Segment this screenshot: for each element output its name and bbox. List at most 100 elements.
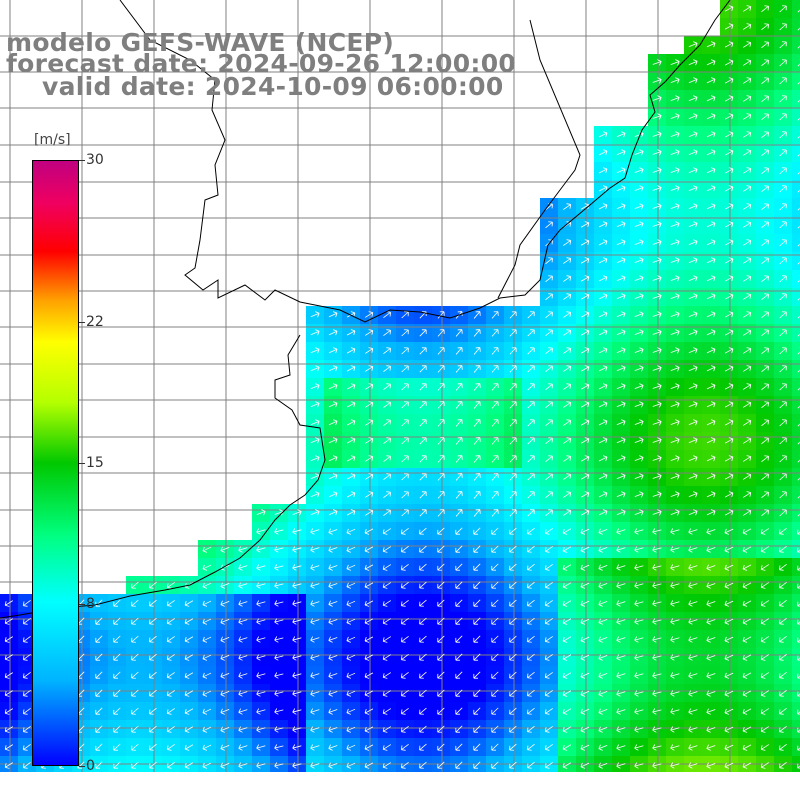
wind-arrow (670, 546, 680, 553)
wind-arrow (274, 654, 284, 661)
wind-arrow (491, 743, 499, 751)
wind-arrow (382, 726, 392, 733)
wind-arrow (598, 347, 608, 354)
wind-arrow (634, 311, 644, 318)
wind-arrow (491, 437, 499, 445)
wind-arrow (670, 654, 680, 661)
wind-arrow (346, 329, 356, 336)
wind-arrow (742, 546, 752, 553)
wind-arrow (742, 726, 752, 733)
wind-arrow (437, 419, 445, 427)
wind-arrow (184, 600, 194, 607)
wind-arrow (779, 635, 787, 643)
wind-arrow (743, 5, 752, 12)
wind-arrow (113, 599, 121, 607)
wind-arrow (761, 365, 769, 373)
wind-arrow (292, 636, 302, 643)
wind-arrow (670, 131, 680, 138)
colorbar-unit-label: [m/s] (34, 132, 71, 148)
wind-cell (792, 36, 800, 54)
wind-arrow (688, 600, 698, 607)
wind-arrow (328, 383, 338, 390)
wind-arrow (779, 77, 787, 85)
wind-arrow (149, 725, 157, 733)
wind-arrow (437, 761, 445, 769)
wind-arrow (544, 672, 553, 679)
wind-arrow (274, 744, 284, 751)
wind-arrow (598, 636, 608, 643)
wind-arrow (743, 329, 752, 336)
wind-arrow (779, 293, 787, 301)
wind-arrow (706, 600, 716, 607)
wind-arrow (761, 347, 769, 355)
wind-arrow (491, 473, 499, 481)
wind-arrow (761, 23, 769, 31)
wind-arrow (328, 636, 338, 643)
wind-arrow (670, 311, 680, 318)
wind-arrow (455, 545, 463, 553)
wind-arrow (491, 581, 499, 589)
wind-arrow (670, 239, 680, 246)
wind-arrow (724, 365, 734, 372)
wind-arrow (455, 563, 463, 571)
wind-arrow (761, 185, 769, 193)
wind-arrow (706, 473, 716, 480)
wind-arrow (400, 545, 409, 553)
wind-arrow (797, 437, 800, 445)
wind-arrow (743, 95, 752, 102)
wind-arrow (797, 347, 800, 355)
wind-arrow (527, 743, 535, 751)
wind-arrow (491, 527, 499, 535)
wind-arrow (491, 401, 499, 409)
wind-arrow (95, 689, 103, 697)
wind-arrow (688, 546, 698, 553)
wind-arrow (779, 185, 787, 193)
wind-arrow (706, 329, 716, 336)
wind-arrow (22, 762, 31, 769)
wind-arrow (509, 419, 517, 427)
wind-arrow (688, 311, 698, 318)
wind-arrow (202, 582, 212, 589)
wind-arrow (437, 509, 445, 517)
wind-arrow (706, 113, 716, 120)
wind-arrow (742, 744, 752, 751)
wind-arrow (634, 528, 644, 535)
wind-arrow (383, 365, 391, 373)
wind-arrow (95, 707, 103, 715)
wind-cell (792, 342, 800, 360)
wind-arrow (364, 744, 374, 751)
wind-arrow (509, 545, 517, 553)
wind-arrow (346, 726, 356, 733)
wind-arrow (688, 203, 698, 210)
wind-cell (792, 450, 800, 468)
wind-arrow (274, 618, 284, 625)
colorbar-tick-22: 22 (86, 313, 104, 330)
wind-arrow (706, 437, 716, 444)
wind-arrow (527, 689, 535, 697)
wind-arrow (779, 689, 787, 697)
wind-arrow (491, 311, 499, 319)
wind-arrow (580, 275, 590, 282)
wind-arrow (760, 600, 770, 607)
wind-arrow (616, 329, 626, 336)
wind-arrow (401, 509, 409, 517)
wind-arrow (202, 618, 212, 625)
wind-arrow (563, 383, 572, 390)
wind-arrow (419, 401, 427, 409)
wind-arrow (688, 528, 698, 535)
wind-arrow (760, 726, 770, 733)
wind-arrow (166, 726, 175, 733)
wind-arrow (166, 762, 175, 769)
wind-arrow (4, 744, 14, 751)
wind-arrow (634, 329, 644, 336)
wind-arrow (580, 708, 590, 715)
wind-arrow (779, 563, 787, 571)
wind-map (0, 0, 800, 772)
wind-arrow (652, 365, 662, 372)
wind-cell (792, 540, 800, 558)
wind-arrow (670, 437, 680, 444)
wind-arrow (743, 239, 752, 246)
wind-arrow (652, 113, 662, 120)
wind-arrow (598, 473, 608, 480)
wind-arrow (400, 689, 409, 697)
